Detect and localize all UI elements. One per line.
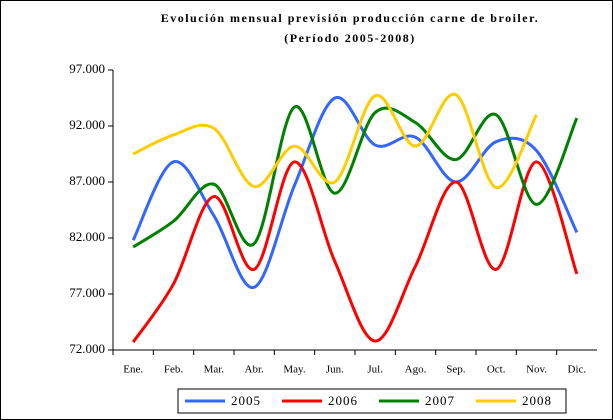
- x-tick-label: Ago.: [405, 364, 427, 376]
- y-tick-label: 72.000: [69, 341, 105, 356]
- x-tick-label: Ene.: [123, 364, 143, 376]
- x-tick-label: Abr.: [245, 364, 265, 376]
- y-tick-label: 87.000: [69, 173, 105, 188]
- x-tick-label: Jun.: [326, 364, 344, 376]
- y-tick-label: 97.000: [69, 61, 105, 76]
- y-tick-label: 92.000: [69, 117, 105, 132]
- y-tick-label: 77.000: [69, 285, 105, 300]
- series-line: [131, 160, 579, 344]
- x-tick-label: Dic.: [568, 364, 587, 376]
- chart-title: Evolución mensual previsión producción c…: [161, 11, 540, 25]
- series-line: [132, 92, 538, 190]
- series-line: [131, 96, 579, 289]
- y-tick-label: 82.000: [69, 229, 105, 244]
- x-tick-label: Sep.: [446, 364, 466, 376]
- series-line: [132, 105, 579, 249]
- legend-label: 2007: [425, 393, 455, 408]
- legend-label: 2008: [522, 393, 552, 408]
- x-tick-label: Mar.: [204, 364, 225, 376]
- x-tick-label: Oct.: [487, 364, 506, 376]
- legend-label: 2005: [231, 393, 261, 408]
- x-tick-label: Jul.: [367, 364, 383, 376]
- x-tick-label: Feb.: [164, 364, 184, 376]
- x-tick-label: May.: [283, 364, 305, 376]
- x-tick-label: Nov.: [526, 364, 547, 376]
- chart-subtitle: (Período 2005-2008): [284, 31, 415, 45]
- legend-label: 2006: [328, 393, 358, 408]
